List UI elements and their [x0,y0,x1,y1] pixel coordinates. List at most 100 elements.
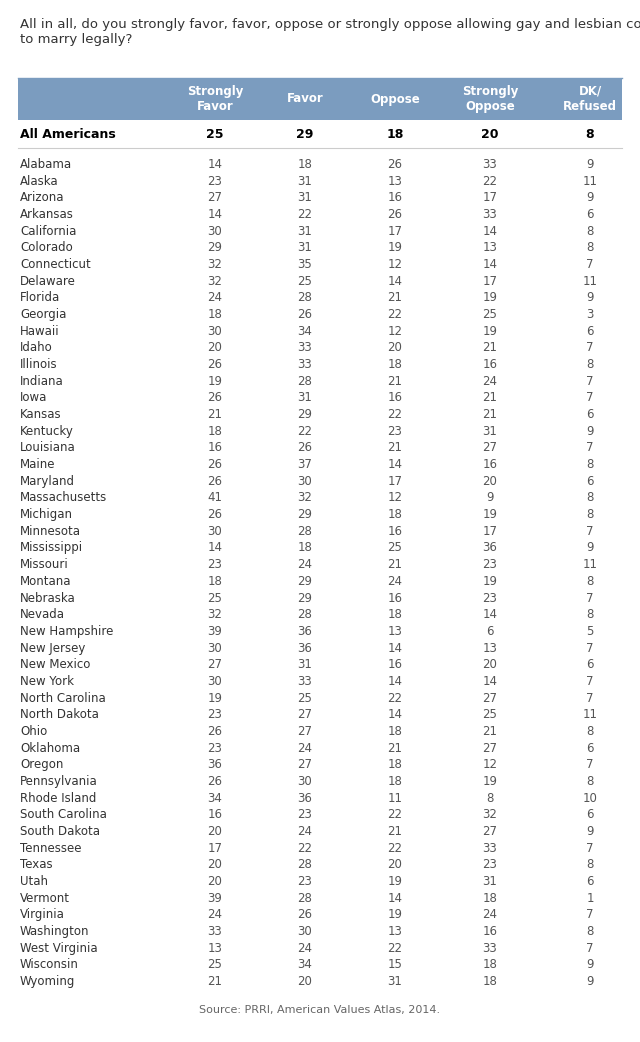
Text: South Dakota: South Dakota [20,825,100,838]
Text: 29: 29 [298,508,312,521]
Text: Oppose: Oppose [370,93,420,105]
Text: 6: 6 [586,475,594,488]
Text: 14: 14 [483,258,497,271]
Text: Georgia: Georgia [20,308,67,321]
Text: 9: 9 [486,492,493,504]
Text: 14: 14 [207,157,223,171]
Text: 17: 17 [483,191,497,204]
Text: 33: 33 [298,358,312,371]
Text: 17: 17 [483,275,497,288]
Text: Favor: Favor [287,93,323,105]
Text: Texas: Texas [20,859,52,871]
Text: 23: 23 [388,425,403,438]
Text: 31: 31 [298,225,312,238]
Text: 9: 9 [586,425,594,438]
Text: 7: 7 [586,592,594,604]
Text: Oklahoma: Oklahoma [20,742,80,754]
Text: 5: 5 [586,625,594,638]
Text: Montana: Montana [20,575,72,588]
Text: 20: 20 [207,342,223,354]
Text: 21: 21 [207,975,223,988]
Text: 7: 7 [586,842,594,854]
Text: 34: 34 [207,792,223,804]
Text: 11: 11 [582,709,598,721]
Text: 22: 22 [387,692,403,704]
Text: 20: 20 [298,975,312,988]
Text: 19: 19 [207,375,223,388]
Text: 25: 25 [483,308,497,321]
Text: 7: 7 [586,392,594,404]
Text: 27: 27 [483,442,497,454]
Text: 33: 33 [483,157,497,171]
Text: 16: 16 [387,659,403,671]
Text: West Virginia: West Virginia [20,942,98,954]
Text: Maine: Maine [20,458,56,471]
Text: 8: 8 [586,225,594,238]
Text: 25: 25 [298,275,312,288]
Text: 14: 14 [387,675,403,688]
Text: 26: 26 [207,358,223,371]
Text: 8: 8 [586,925,594,938]
Text: Pennsylvania: Pennsylvania [20,775,98,788]
Text: 12: 12 [387,325,403,338]
Text: 23: 23 [483,559,497,571]
Text: 26: 26 [387,157,403,171]
Text: 27: 27 [298,759,312,771]
Text: 27: 27 [207,659,223,671]
Text: 7: 7 [586,675,594,688]
Text: 23: 23 [207,174,223,188]
Text: 23: 23 [483,592,497,604]
Text: 12: 12 [387,492,403,504]
Text: 8: 8 [586,859,594,871]
Text: 24: 24 [207,909,223,921]
Text: 27: 27 [298,725,312,738]
Text: 32: 32 [483,809,497,821]
Text: 19: 19 [483,325,497,338]
Text: 30: 30 [207,525,222,538]
Text: DK/
Refused: DK/ Refused [563,85,617,113]
Text: Wyoming: Wyoming [20,975,76,988]
Text: 33: 33 [298,675,312,688]
Text: 21: 21 [483,725,497,738]
Text: 7: 7 [586,375,594,388]
Text: 6: 6 [486,625,493,638]
Text: 14: 14 [483,675,497,688]
Text: 30: 30 [207,325,222,338]
Text: Nevada: Nevada [20,609,65,621]
Text: 24: 24 [483,909,497,921]
Text: Kentucky: Kentucky [20,425,74,438]
Text: 14: 14 [207,542,223,554]
Bar [18,78,622,120]
Text: 22: 22 [483,174,497,188]
Text: Rhode Island: Rhode Island [20,792,97,804]
Text: 23: 23 [298,875,312,888]
Text: Indiana: Indiana [20,375,64,388]
Text: 7: 7 [586,342,594,354]
Text: 31: 31 [388,975,403,988]
Text: Arkansas: Arkansas [20,208,74,221]
Text: 32: 32 [207,609,223,621]
Text: 19: 19 [483,292,497,304]
Text: 33: 33 [207,925,222,938]
Text: New York: New York [20,675,74,688]
Text: 18: 18 [388,508,403,521]
Text: 36: 36 [207,759,223,771]
Text: 29: 29 [207,242,223,254]
Text: All in all, do you strongly favor, favor, oppose or strongly oppose allowing gay: All in all, do you strongly favor, favor… [20,18,640,46]
Text: 17: 17 [483,525,497,538]
Text: 32: 32 [207,258,223,271]
Text: 24: 24 [298,742,312,754]
Text: 16: 16 [387,392,403,404]
Text: 7: 7 [586,258,594,271]
Text: 21: 21 [483,408,497,421]
Text: 19: 19 [483,575,497,588]
Text: Arizona: Arizona [20,191,65,204]
Text: 28: 28 [298,292,312,304]
Text: 19: 19 [483,775,497,788]
Text: 12: 12 [483,759,497,771]
Text: 15: 15 [388,959,403,971]
Text: 36: 36 [483,542,497,554]
Text: 28: 28 [298,892,312,904]
Text: Michigan: Michigan [20,508,73,521]
Text: 8: 8 [586,127,595,141]
